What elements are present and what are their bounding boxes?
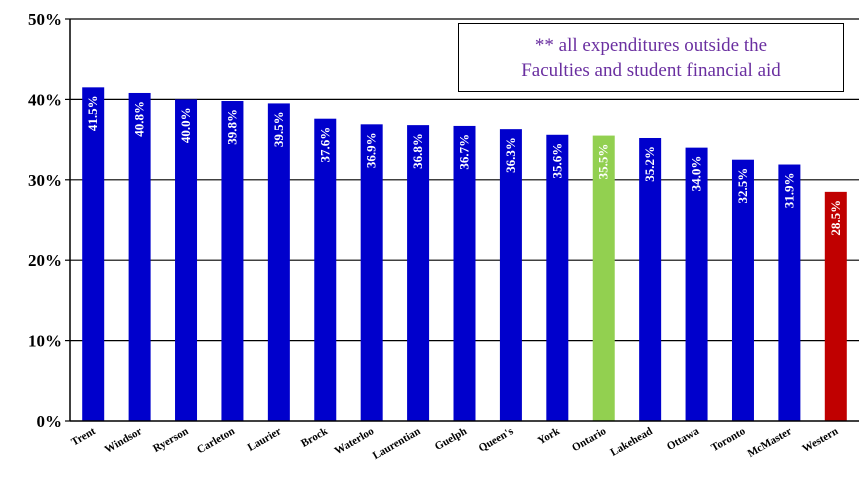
x-tick-label: Ottawa [665,425,702,453]
bar [778,164,801,422]
data-label: 31.9% [781,173,796,209]
bar [221,101,244,422]
bar [314,118,337,422]
data-label: 36.7% [457,134,472,170]
data-label: 35.2% [642,146,657,182]
bar [128,92,151,421]
x-tick-label: Ontario [570,425,609,454]
bar [453,125,476,421]
data-label: 41.5% [85,95,100,131]
data-label: 36.8% [410,133,425,169]
bar [267,103,290,422]
x-tick-label: Brock [299,425,330,450]
bar [639,137,662,421]
annotation-box: ** all expenditures outside the Facultie… [458,23,844,92]
y-tick-label: 20% [28,251,62,270]
data-label: 36.3% [503,137,518,173]
y-tick-label: 0% [37,412,63,431]
x-tick-label: Ryerson [151,425,191,455]
x-tick-label: Guelph [433,425,469,453]
bars [82,87,847,422]
data-label: 40.8% [132,101,147,137]
bar [82,87,105,421]
x-tick-label: Toronto [709,425,748,454]
x-tick-label: Lakehead [608,425,654,459]
x-tick-label: Windsor [103,425,144,456]
data-label: 28.5% [828,200,843,236]
data-label: 37.6% [317,127,332,163]
data-labels: 41.5% 40.8% 40.0% 39.8% 39.5% 37.6% 36.9% 36.8%… [85,95,843,235]
y-axis-ticks: 0% 10% 20% 30% 40% 50% [28,10,70,431]
annotation-line-1: ** all expenditures outside the [534,34,768,56]
axes [69,19,859,422]
bar [546,134,569,421]
x-tick-label: Laurentian [371,425,423,462]
data-label: 39.5% [271,111,286,147]
bar [407,125,430,422]
x-axis-ticks: Trent Windsor Ryerson Carleton Laurier Brock W… [69,425,840,462]
bar [360,124,383,421]
bar [592,135,615,421]
x-tick-label: Queen's [477,425,516,455]
x-tick-label: Carleton [195,425,237,456]
x-tick-label: Western [800,425,840,455]
bar [499,129,522,421]
bar [731,159,754,421]
x-tick-label: York [536,425,563,447]
x-tick-label: McMaster [746,425,794,460]
y-tick-label: 50% [28,10,62,29]
data-label: 39.8% [224,109,239,145]
data-label: 35.6% [549,143,564,179]
y-tick-label: 40% [28,90,62,109]
y-tick-label: 30% [28,171,62,190]
data-label: 35.5% [596,144,611,180]
data-label: 32.5% [735,168,750,204]
annotation-line-2: Faculties and student financial aid [521,59,781,81]
data-label: 36.9% [364,132,379,168]
data-label: 34.0% [689,156,704,192]
x-tick-label: Trent [69,425,98,448]
bar [175,99,198,422]
x-tick-label: Laurier [246,425,284,454]
y-tick-label: 10% [28,332,62,351]
data-label: 40.0% [178,107,193,143]
bar [685,147,708,421]
bar [824,191,847,421]
